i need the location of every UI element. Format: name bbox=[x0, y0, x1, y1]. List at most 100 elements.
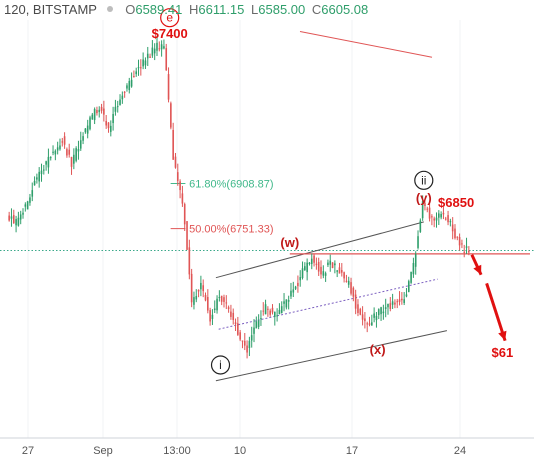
fib-level-label: 50.00%(6751.33) bbox=[189, 224, 273, 236]
candle-body bbox=[294, 286, 297, 289]
candle-body bbox=[248, 340, 251, 349]
candle-body bbox=[334, 263, 336, 266]
candle-body bbox=[232, 312, 235, 321]
candle-body bbox=[220, 295, 223, 302]
candle-body bbox=[465, 246, 468, 248]
candle-body bbox=[114, 106, 117, 112]
candle-body bbox=[239, 332, 241, 340]
symbol-label: 120, BITSTAMP bbox=[4, 2, 97, 18]
x-tick-label: 10 bbox=[234, 445, 246, 457]
candle-body bbox=[345, 280, 348, 282]
candle-body bbox=[241, 340, 244, 342]
candle-body bbox=[308, 262, 311, 265]
candle-body bbox=[36, 177, 38, 180]
candle-body bbox=[424, 203, 426, 207]
candle-body bbox=[61, 141, 64, 143]
candle-body bbox=[56, 147, 59, 151]
ohlc-open-value: 6589.41 bbox=[135, 2, 183, 18]
candle-body bbox=[350, 282, 352, 294]
chart-legend: 120, BITSTAMP O6589.41 H6611.15 L6585.00… bbox=[4, 1, 368, 19]
forecast-arrow-long bbox=[485, 282, 507, 342]
candle-body bbox=[197, 289, 200, 292]
wave-label: i bbox=[219, 358, 222, 372]
candle-body bbox=[105, 120, 107, 126]
candle-body bbox=[435, 217, 438, 221]
candle-body bbox=[444, 218, 447, 220]
fib-levels: 61.80%(6908.87) 50.00%(6751.33) bbox=[170, 179, 274, 236]
candle-body bbox=[49, 157, 52, 159]
candle-body bbox=[285, 299, 288, 308]
candle-body bbox=[431, 216, 433, 218]
wave-channel bbox=[215, 30, 530, 382]
candle-body bbox=[357, 304, 359, 313]
candle-body bbox=[190, 273, 193, 303]
candle-body bbox=[440, 214, 442, 218]
candle-body bbox=[156, 42, 158, 51]
candle-body bbox=[146, 53, 149, 59]
candle-body bbox=[461, 243, 463, 245]
candle-body bbox=[211, 314, 214, 319]
candle-body bbox=[320, 266, 322, 275]
status-dot-icon bbox=[106, 5, 113, 12]
candle-body bbox=[121, 95, 124, 100]
candle-body bbox=[137, 67, 140, 69]
candle-body bbox=[52, 151, 54, 153]
candle-body bbox=[12, 215, 15, 224]
candle-body bbox=[317, 261, 320, 272]
candle-body bbox=[89, 117, 91, 130]
candle-body bbox=[75, 148, 77, 161]
candle-body bbox=[246, 345, 248, 353]
candle-body bbox=[371, 322, 373, 326]
candle-body bbox=[10, 216, 13, 219]
candle-body bbox=[306, 262, 308, 273]
candle-body bbox=[165, 48, 168, 71]
candle-body bbox=[103, 108, 105, 115]
candle-body bbox=[82, 136, 84, 141]
candle-body bbox=[387, 303, 389, 308]
candle-body bbox=[17, 217, 20, 226]
channel-lower-line bbox=[215, 330, 448, 382]
candle-body bbox=[361, 314, 364, 320]
candle-body bbox=[179, 181, 181, 191]
forecast-arrow-short-head bbox=[473, 264, 482, 275]
candle-body bbox=[128, 80, 131, 91]
candle-body bbox=[405, 294, 408, 297]
candle-body bbox=[29, 197, 31, 203]
candle-body bbox=[213, 308, 216, 310]
candle-body bbox=[255, 321, 258, 329]
candle-body bbox=[368, 323, 371, 325]
candle-body bbox=[264, 304, 267, 315]
candle-body bbox=[142, 59, 144, 67]
candle-body bbox=[283, 301, 285, 304]
candle-body bbox=[433, 218, 436, 221]
x-tick-label: 24 bbox=[454, 445, 466, 457]
trend-line bbox=[299, 30, 433, 58]
candle-body bbox=[126, 85, 128, 89]
candle-body bbox=[140, 67, 142, 69]
candle-body bbox=[24, 204, 27, 207]
candle-body bbox=[352, 287, 355, 297]
candle-body bbox=[468, 250, 470, 253]
candle-body bbox=[181, 193, 184, 204]
candle-body bbox=[250, 335, 253, 341]
candle-body bbox=[301, 268, 304, 279]
x-tick-label: 17 bbox=[346, 445, 358, 457]
candle-body bbox=[442, 212, 445, 215]
candle-body bbox=[304, 266, 306, 271]
candle-body bbox=[225, 302, 228, 304]
candle-body bbox=[243, 340, 246, 346]
candle-body bbox=[403, 299, 405, 303]
ohlc-high-value: 6611.15 bbox=[198, 2, 245, 18]
candle-body bbox=[172, 130, 174, 160]
channel-midline bbox=[218, 278, 438, 330]
candle-body bbox=[193, 297, 195, 305]
candle-body bbox=[207, 297, 209, 311]
candle-body bbox=[96, 109, 98, 114]
candle-body bbox=[31, 190, 34, 197]
candle-body bbox=[340, 269, 343, 273]
candle-body bbox=[438, 213, 440, 218]
candle-body bbox=[414, 254, 417, 267]
wave-circle bbox=[160, 8, 180, 28]
